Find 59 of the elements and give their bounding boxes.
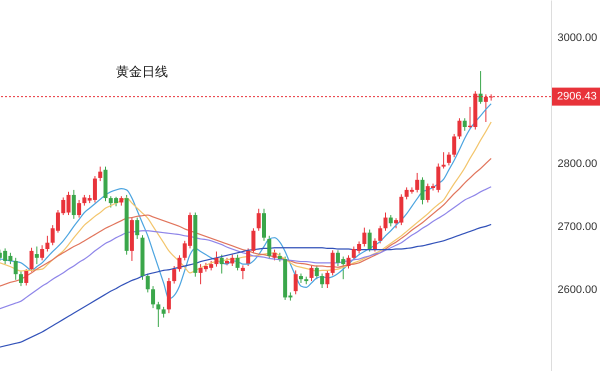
candlestick [34,246,39,265]
candlestick [267,235,272,260]
candlestick [415,172,420,193]
candlestick [162,306,166,318]
candlestick [151,286,156,309]
candlestick [135,217,140,240]
line-series [0,103,492,300]
candlestick [478,70,483,104]
candlestick [457,118,462,140]
candlestick [77,199,82,218]
candlestick [346,254,351,270]
candlestick [119,196,124,206]
text: 黄金日线 [116,64,168,79]
candlestick [388,214,393,227]
candlestick [40,244,44,261]
line-series [0,224,492,348]
candlestick [256,208,261,232]
candlestick [30,247,34,272]
candlestick [420,176,424,205]
line-series [0,186,492,310]
candlestick [214,251,218,268]
candlestick [452,133,456,158]
candlestick [372,238,377,252]
candlestick [45,235,50,252]
candlestick [272,249,277,261]
candlestick [446,152,451,166]
candlestick [98,166,102,182]
candlestick [383,212,388,232]
candlestick [177,254,182,272]
candlestick [240,264,245,280]
candlestick [156,301,160,328]
candlestick [24,268,28,286]
candlestick [251,228,256,254]
candlestick [314,264,319,280]
candlestick [172,265,176,284]
candlestick [462,118,467,132]
y-tick-label: 2800.00 [558,158,598,170]
candlestick [236,254,240,271]
candlestick [320,273,324,288]
candlestick [14,257,18,280]
y-tick-label: 2700.00 [558,220,598,233]
candlestick [378,225,382,244]
candlestick [310,264,314,282]
candlestick [442,152,446,170]
candlestick [294,270,298,295]
candlestick [72,189,76,220]
y-tick-label: 2600.00 [558,284,598,296]
candlestick [362,227,366,247]
y-tick-label: 3000.00 [558,32,598,44]
candlestick [220,254,224,274]
ref-line-label: 2906.43 [557,90,597,103]
candlestick [330,250,335,276]
candlestick [246,248,250,266]
candlestick [18,271,23,287]
candlestick [298,273,303,284]
line-series [0,158,492,287]
candlestick [325,270,330,288]
candlestick [368,229,372,252]
candlestick [146,273,150,293]
